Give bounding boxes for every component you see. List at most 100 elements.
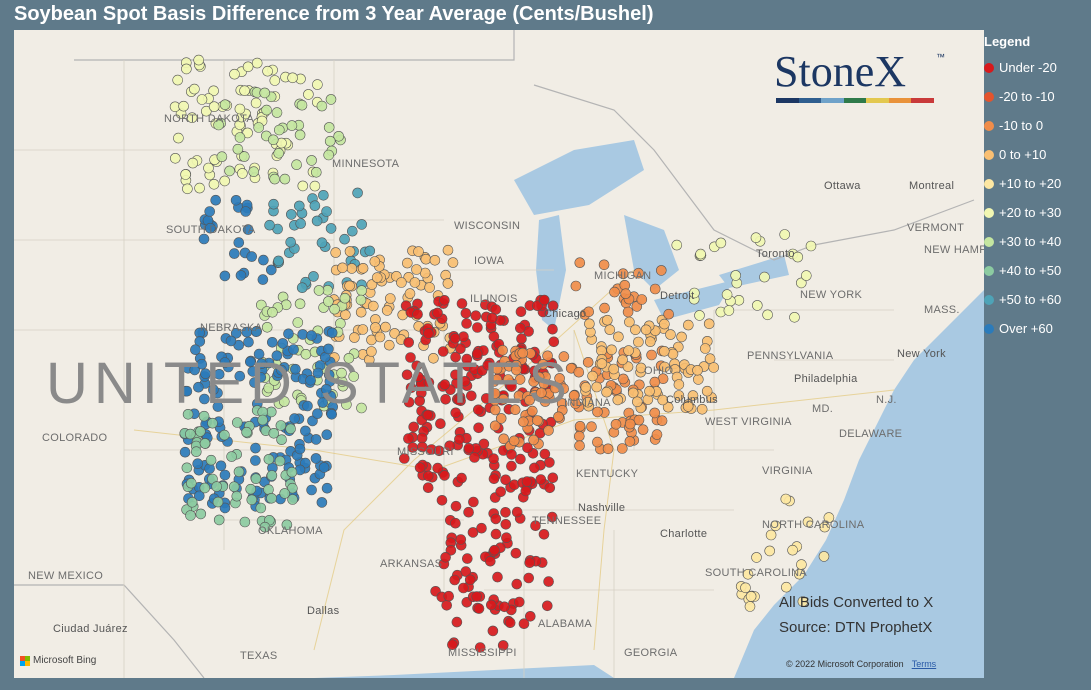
basis-point[interactable]	[468, 496, 479, 508]
basis-point[interactable]	[472, 322, 483, 333]
basis-point[interactable]	[287, 72, 298, 84]
basis-point[interactable]	[467, 527, 479, 538]
basis-point[interactable]	[488, 453, 499, 465]
basis-point[interactable]	[657, 394, 669, 406]
basis-point[interactable]	[251, 326, 262, 338]
basis-point[interactable]	[622, 306, 634, 318]
basis-point[interactable]	[802, 516, 814, 528]
basis-point[interactable]	[450, 407, 462, 419]
basis-point[interactable]	[692, 364, 703, 376]
basis-point[interactable]	[692, 374, 704, 385]
basis-point[interactable]	[193, 54, 204, 66]
basis-point[interactable]	[805, 240, 817, 252]
basis-point[interactable]	[511, 364, 522, 376]
basis-point[interactable]	[599, 302, 610, 314]
basis-point[interactable]	[371, 272, 383, 283]
basis-point[interactable]	[326, 408, 338, 420]
basis-point[interactable]	[649, 283, 661, 295]
basis-point[interactable]	[486, 312, 498, 324]
basis-point[interactable]	[208, 85, 219, 97]
basis-point[interactable]	[247, 366, 259, 377]
basis-point[interactable]	[447, 257, 459, 268]
basis-point[interactable]	[405, 382, 417, 394]
basis-point[interactable]	[520, 485, 532, 497]
basis-point[interactable]	[649, 376, 661, 388]
basis-point[interactable]	[261, 321, 273, 333]
basis-point[interactable]	[454, 433, 465, 445]
basis-point[interactable]	[178, 100, 189, 112]
legend-item[interactable]: +50 to +60	[984, 285, 1089, 314]
basis-point[interactable]	[602, 443, 614, 455]
basis-point[interactable]	[403, 433, 414, 444]
basis-point[interactable]	[488, 473, 500, 485]
basis-point[interactable]	[606, 344, 617, 356]
basis-point[interactable]	[344, 280, 355, 292]
basis-point[interactable]	[433, 445, 445, 457]
basis-point[interactable]	[283, 328, 294, 340]
basis-point[interactable]	[623, 345, 634, 356]
basis-point[interactable]	[182, 183, 193, 195]
basis-point[interactable]	[234, 103, 246, 115]
basis-point[interactable]	[266, 470, 278, 481]
basis-point[interactable]	[789, 311, 800, 323]
basis-point[interactable]	[193, 381, 204, 393]
basis-point[interactable]	[601, 314, 613, 326]
basis-point[interactable]	[211, 481, 222, 492]
basis-point[interactable]	[609, 286, 620, 298]
basis-point[interactable]	[558, 383, 570, 395]
basis-point[interactable]	[499, 601, 510, 613]
basis-point[interactable]	[339, 292, 351, 304]
basis-point[interactable]	[511, 506, 523, 518]
basis-point[interactable]	[213, 368, 225, 380]
basis-point[interactable]	[696, 403, 708, 415]
basis-point[interactable]	[321, 206, 332, 217]
basis-point[interactable]	[489, 388, 501, 399]
basis-point[interactable]	[682, 319, 694, 331]
basis-point[interactable]	[321, 429, 333, 441]
basis-point[interactable]	[271, 350, 283, 362]
basis-point[interactable]	[266, 492, 277, 504]
basis-point[interactable]	[208, 179, 220, 190]
basis-point[interactable]	[265, 264, 277, 276]
basis-point[interactable]	[230, 195, 242, 206]
basis-point[interactable]	[266, 336, 278, 348]
basis-point[interactable]	[443, 590, 455, 602]
basis-point[interactable]	[521, 476, 533, 487]
basis-point[interactable]	[312, 79, 323, 90]
basis-point[interactable]	[196, 358, 208, 370]
basis-point[interactable]	[553, 411, 564, 423]
basis-point[interactable]	[233, 466, 245, 478]
basis-point[interactable]	[497, 344, 508, 356]
basis-point[interactable]	[205, 222, 216, 234]
basis-point[interactable]	[823, 512, 835, 523]
basis-point[interactable]	[580, 381, 592, 393]
basis-point[interactable]	[633, 336, 644, 348]
basis-point[interactable]	[224, 165, 235, 177]
basis-point[interactable]	[655, 265, 667, 276]
basis-point[interactable]	[336, 367, 347, 379]
basis-point[interactable]	[476, 522, 487, 534]
basis-point[interactable]	[303, 89, 314, 100]
basis-point[interactable]	[199, 482, 211, 494]
basis-point[interactable]	[591, 381, 603, 393]
basis-point[interactable]	[514, 322, 526, 334]
basis-point[interactable]	[627, 387, 639, 399]
basis-point[interactable]	[584, 318, 595, 330]
basis-point[interactable]	[278, 396, 290, 407]
basis-point[interactable]	[181, 462, 193, 474]
basis-point[interactable]	[248, 166, 259, 177]
basis-point[interactable]	[592, 436, 603, 448]
basis-point[interactable]	[186, 496, 198, 508]
basis-point[interactable]	[242, 224, 254, 235]
basis-point[interactable]	[492, 571, 503, 583]
basis-point[interactable]	[219, 502, 231, 514]
basis-point[interactable]	[216, 151, 228, 162]
basis-point[interactable]	[241, 426, 252, 438]
basis-point[interactable]	[172, 74, 183, 86]
basis-point[interactable]	[442, 278, 454, 289]
basis-point[interactable]	[286, 120, 298, 131]
basis-point[interactable]	[538, 528, 550, 540]
basis-point[interactable]	[582, 356, 594, 368]
basis-point[interactable]	[536, 387, 547, 399]
basis-point[interactable]	[819, 521, 831, 533]
